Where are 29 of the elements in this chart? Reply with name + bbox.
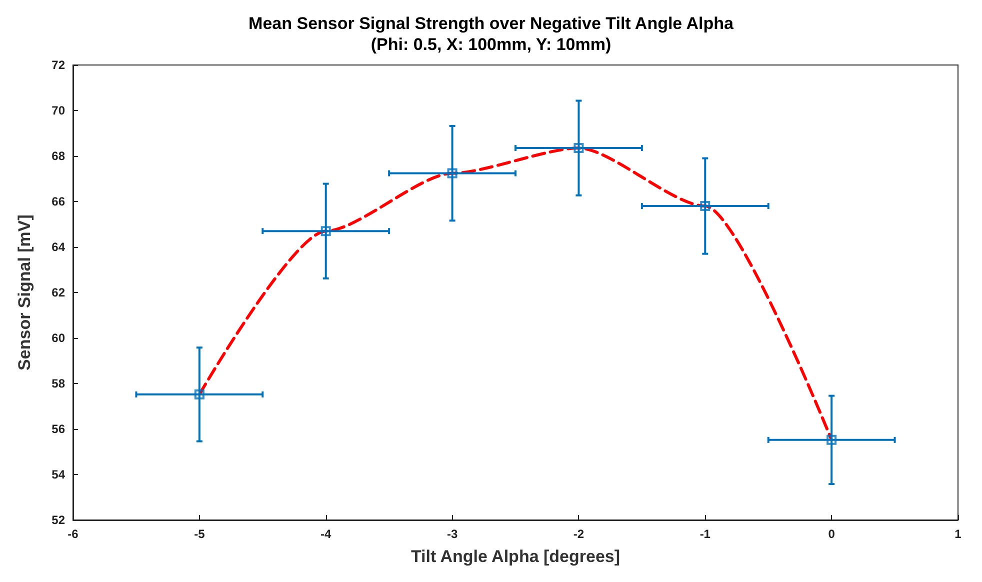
chart-subtitle: (Phi: 0.5, X: 100mm, Y: 10mm) [370, 35, 612, 54]
y-tick-label: 58 [52, 376, 66, 390]
point [320, 226, 331, 236]
chart-title: Mean Sensor Signal Strength over Negative Tilt Angle Alpha [248, 14, 734, 33]
x-tick-label: -2 [573, 527, 584, 541]
y-tick-label: 60 [52, 331, 66, 345]
x-tick-label: -5 [194, 527, 206, 541]
x-tick-label: -1 [700, 527, 711, 541]
point [447, 168, 458, 178]
x-tick-label: 0 [828, 527, 836, 541]
x-axis-title: Tilt Angle Alpha [degrees] [410, 547, 620, 566]
y-tick-label: 54 [52, 468, 66, 482]
x-tick-label: -4 [320, 527, 332, 541]
point [826, 434, 837, 445]
y-tick-label: 72 [52, 58, 66, 72]
x-tick-label: -6 [68, 527, 79, 541]
y-tick-label: 70 [52, 104, 66, 118]
point [194, 389, 204, 400]
x-tick-label: -3 [446, 527, 458, 541]
point [700, 201, 710, 212]
y-tick-label: 64 [52, 240, 66, 254]
y-tick-label: 52 [52, 513, 66, 527]
x-tick-label: 1 [954, 527, 962, 541]
y-tick-label: 66 [52, 194, 66, 208]
y-tick-label: 56 [52, 422, 66, 436]
y-axis-title: Sensor Signal [mV] [15, 214, 34, 370]
y-tick-label: 62 [52, 286, 66, 300]
point [574, 143, 584, 154]
y-tick-label: 68 [52, 149, 66, 163]
